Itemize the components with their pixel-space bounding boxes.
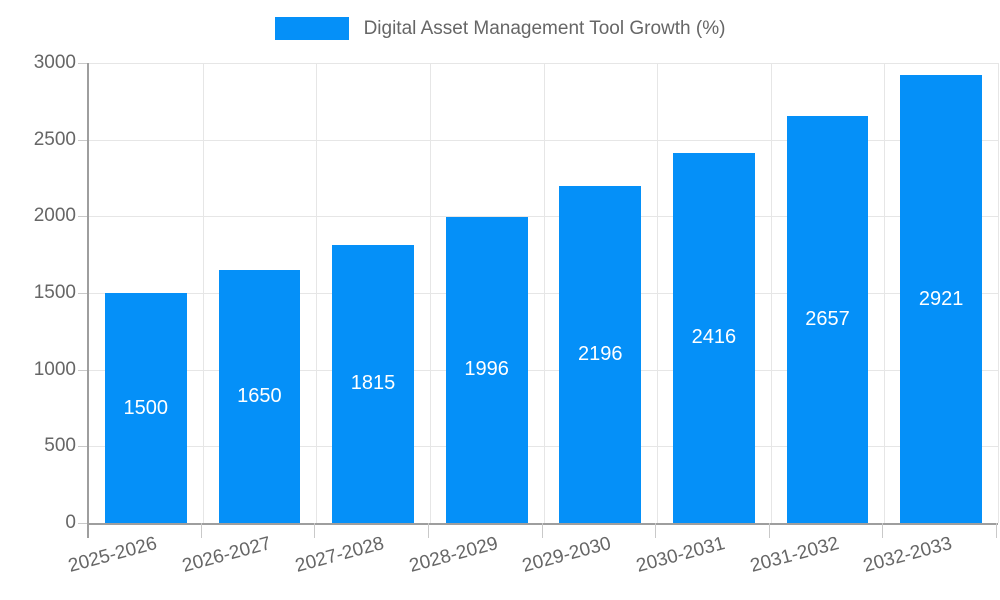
bar-value-label: 2416: [691, 326, 737, 349]
x-tick-mark: [427, 523, 429, 538]
x-axis-label: 2026-2027: [179, 533, 273, 577]
y-tick-mark: [78, 523, 87, 524]
x-gridline: [884, 63, 886, 523]
y-axis-label: 1500: [33, 282, 76, 303]
y-axis-label: 2500: [33, 128, 76, 150]
x-gridline: [998, 63, 999, 523]
bar-2025-2026: 1500: [104, 293, 187, 523]
x-gridline: [202, 63, 204, 523]
y-tick-mark: [78, 216, 87, 218]
bar-value-label: 2657: [805, 307, 850, 330]
y-tick-mark: [78, 369, 87, 371]
x-tick-mark: [655, 523, 657, 538]
legend-swatch: [274, 17, 349, 40]
x-gridline: [429, 63, 431, 523]
x-tick-mark: [768, 523, 770, 538]
bar-2026-2027: 1650: [218, 270, 301, 523]
x-tick-mark: [87, 523, 89, 538]
y-tick-mark: [78, 446, 87, 448]
bar-value-label: 1996: [464, 358, 509, 381]
x-axis-label: 2032-2033: [861, 533, 955, 577]
x-axis-label: 2031-2032: [747, 533, 841, 577]
y-axis-label: 500: [44, 435, 76, 457]
bar-value-label: 2196: [578, 343, 623, 366]
x-gridline: [543, 63, 545, 523]
bar-value-label: 1500: [123, 396, 169, 419]
y-tick-mark: [78, 139, 87, 141]
bar-2027-2028: 1815: [332, 244, 414, 523]
x-axis-label: 2030-2031: [634, 533, 728, 577]
legend: Digital Asset Management Tool Growth (%): [0, 17, 1000, 40]
x-axis-label: 2029-2030: [520, 533, 614, 577]
x-axis-label: 2025-2026: [66, 533, 160, 577]
x-axis-label: 2027-2028: [293, 533, 387, 577]
y-axis-label: 2000: [33, 205, 76, 227]
bar-2031-2032: 2657: [786, 115, 869, 523]
bar-2032-2033: 2921: [900, 75, 983, 523]
y-axis-label: 0: [65, 512, 76, 533]
y-axis-label: 1000: [33, 358, 76, 380]
x-axis-label: 2028-2029: [406, 533, 501, 577]
bar-2029-2030: 2196: [559, 186, 642, 523]
x-tick-mark: [200, 523, 202, 538]
x-gridline: [657, 63, 659, 523]
y-tick-mark: [78, 293, 87, 294]
plot-area: 1500 1650 1815 1996 2196 2416 2657 2921: [87, 63, 999, 525]
x-tick-mark: [882, 523, 884, 538]
x-tick-mark: [314, 523, 316, 538]
bar-2030-2031: 2416: [673, 152, 755, 523]
y-axis-label: 3000: [33, 52, 76, 73]
bar-value-label: 2921: [918, 287, 964, 310]
x-gridline: [770, 63, 772, 523]
y-tick-mark: [78, 63, 87, 64]
x-tick-mark: [541, 523, 543, 538]
x-gridline: [316, 63, 318, 523]
bar-2028-2029: 1996: [445, 216, 528, 523]
bar-value-label: 1650: [237, 385, 282, 407]
legend-label: Digital Asset Management Tool Growth (%): [363, 17, 726, 39]
x-tick-mark: [996, 523, 997, 538]
bar-value-label: 1815: [350, 372, 396, 395]
